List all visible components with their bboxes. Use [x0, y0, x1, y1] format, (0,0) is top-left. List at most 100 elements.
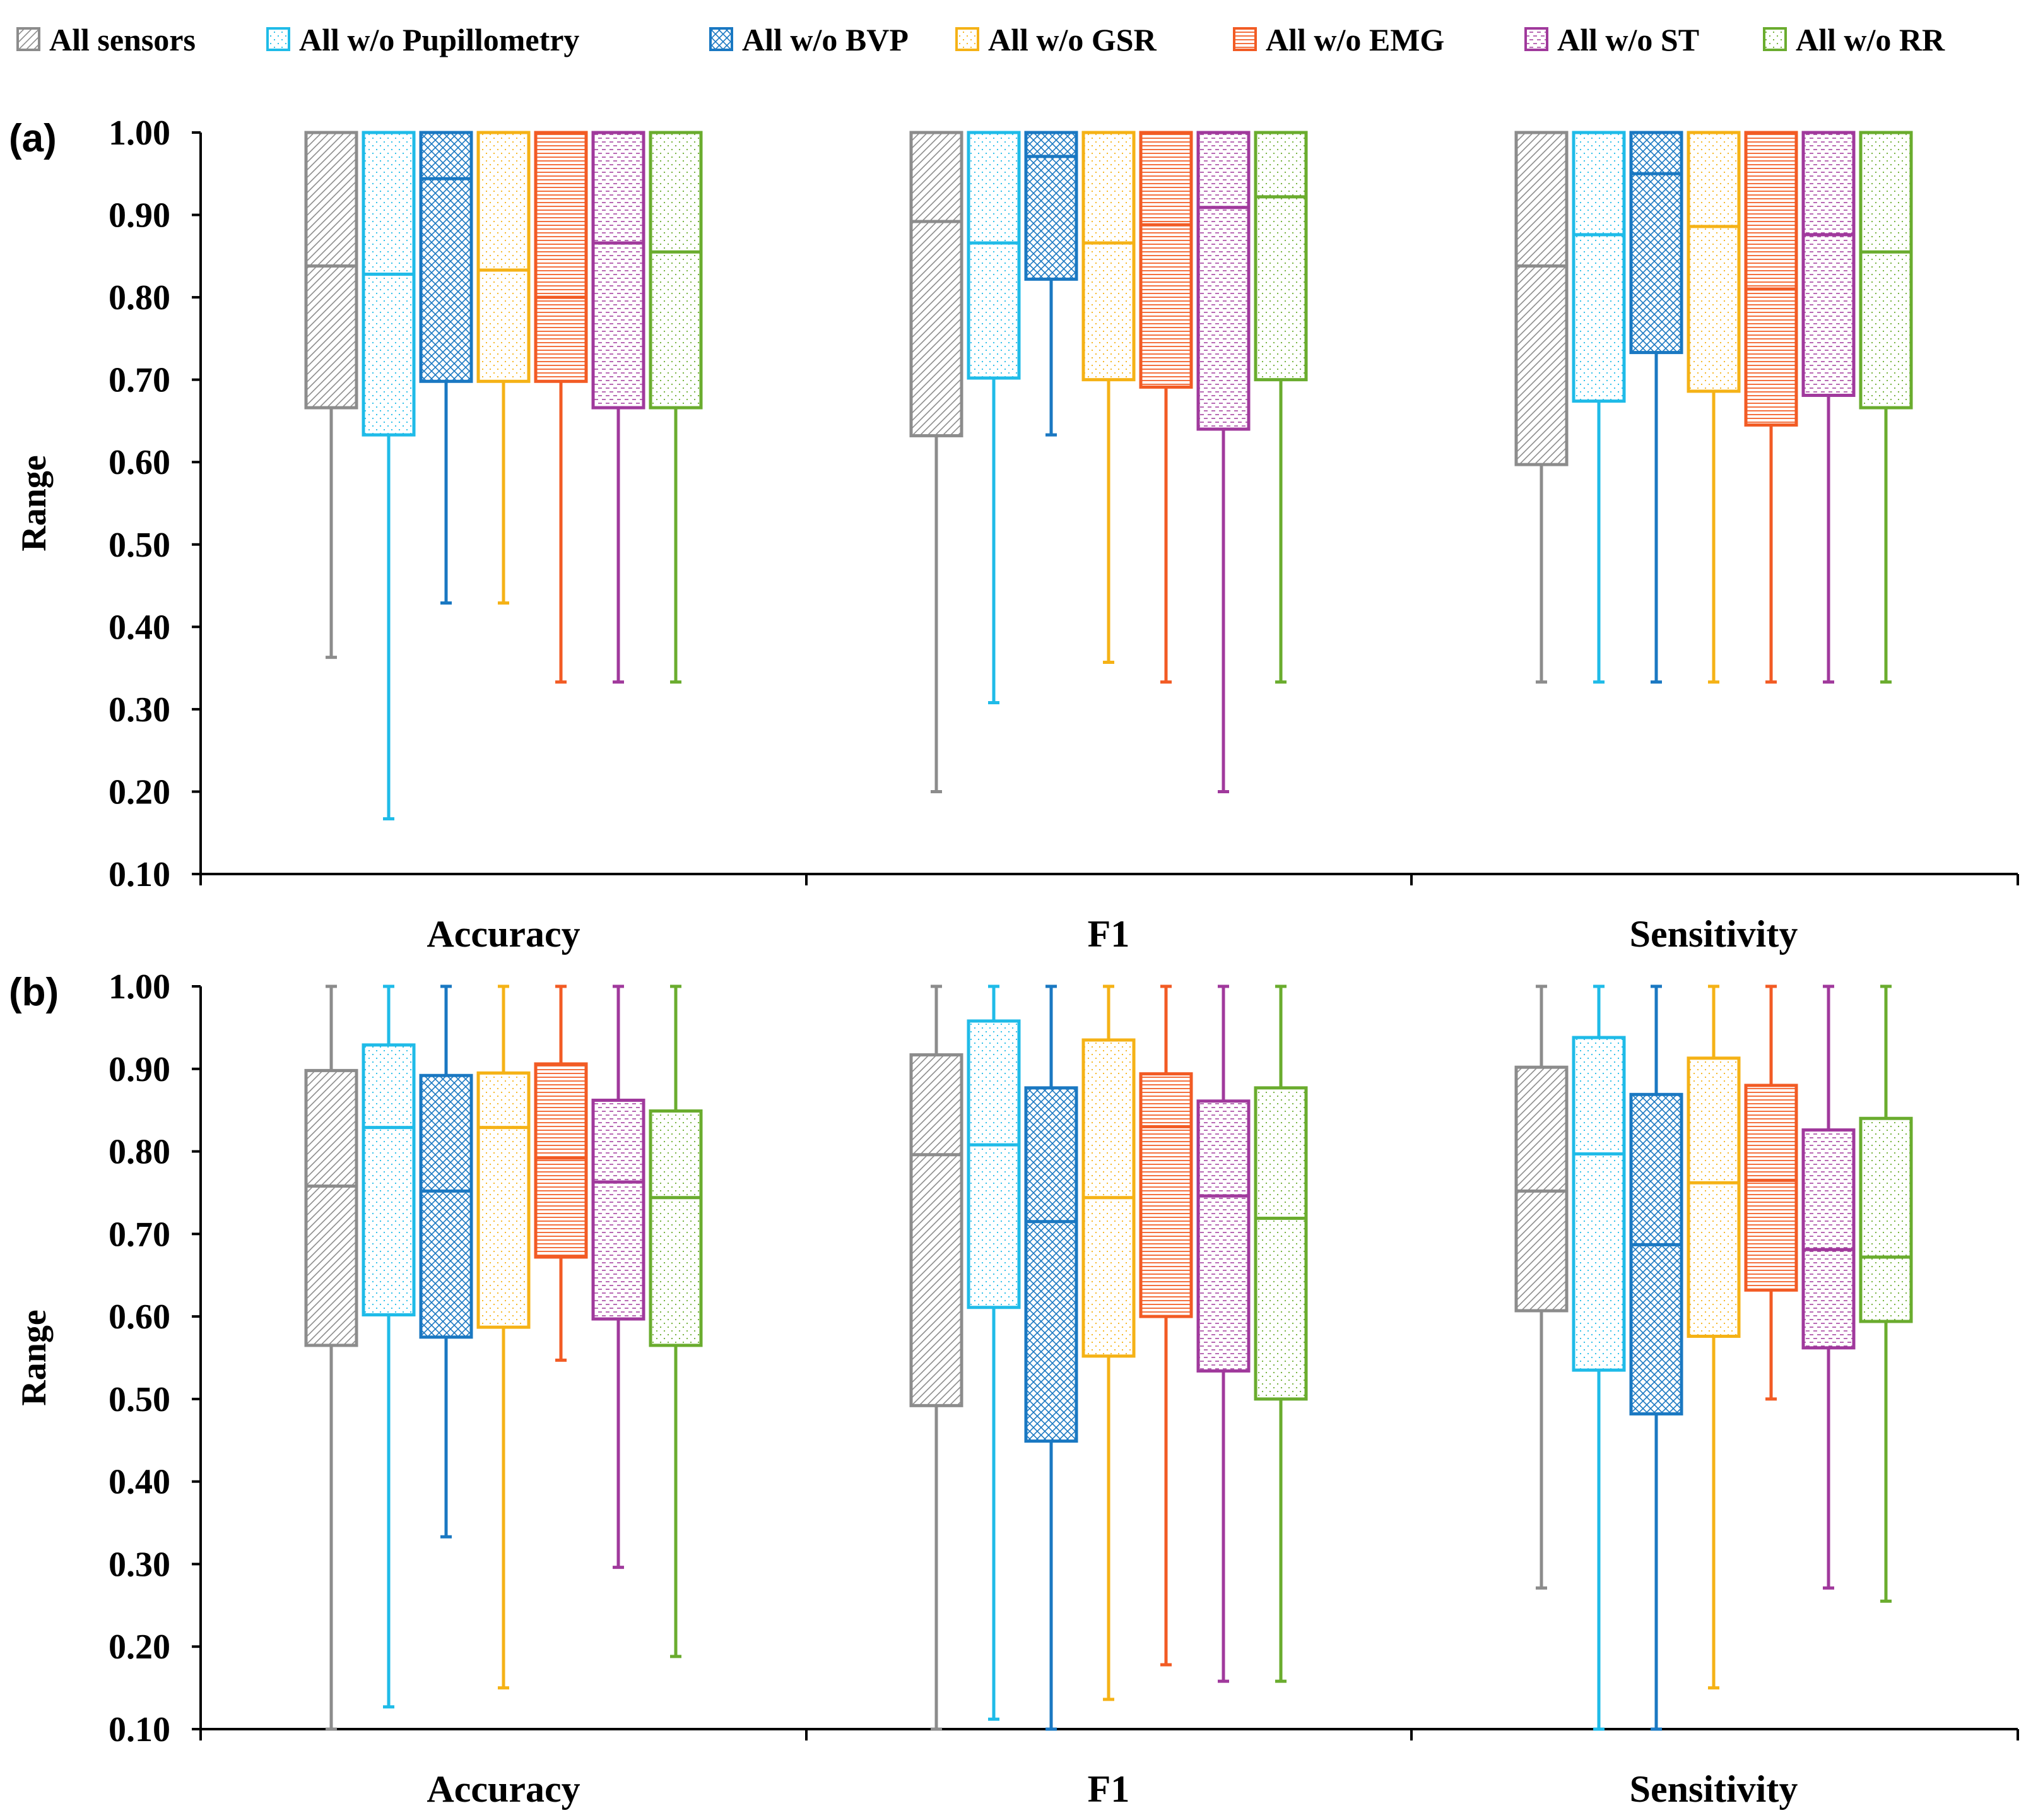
box-all-w-o-st [1801, 131, 1856, 684]
y-tick-label: 0.10 [109, 1710, 170, 1749]
box-body [1744, 1084, 1798, 1292]
box-all-w-o-bvp [1629, 984, 1683, 1731]
box-all-w-o-st [1196, 984, 1251, 1683]
box-all-w-o-pupillometry [362, 131, 416, 821]
legend-label: All w/o RR [1796, 22, 1945, 57]
box-body [1514, 131, 1569, 466]
box-body [304, 131, 358, 410]
box-all-w-o-st [591, 131, 645, 684]
box-body [967, 131, 1021, 380]
box-all-w-o-rr [649, 131, 703, 684]
box-all-w-o-bvp [419, 984, 473, 1539]
legend-item-all-w-o-emg: All w/o EMG [1233, 22, 1444, 57]
legend-swatch [1763, 27, 1787, 51]
box-all-w-o-pupillometry [1572, 131, 1626, 684]
box-body [1139, 131, 1193, 389]
y-tick-label: 0.90 [109, 196, 170, 235]
legend-swatch [709, 27, 733, 51]
box-body [1514, 1065, 1569, 1313]
box-body [1801, 131, 1856, 397]
box-all-w-o-gsr [1081, 984, 1136, 1701]
box-all-w-o-rr [649, 984, 703, 1658]
box-body [649, 131, 703, 410]
box-body [1687, 1056, 1741, 1338]
box-body [1139, 1072, 1193, 1318]
group-f1 [909, 984, 1308, 1731]
panel-label: (a) [9, 117, 57, 160]
box-body [1572, 131, 1626, 403]
legend-item-all-w-o-st: All w/o ST [1524, 22, 1699, 57]
y-tick-label: 0.80 [109, 1133, 170, 1172]
box-body [362, 1043, 416, 1316]
y-tick-label: 0.50 [109, 1380, 170, 1419]
legend-swatch [1233, 27, 1257, 51]
box-body [909, 131, 963, 437]
panel-label: (b) [9, 971, 59, 1014]
box-all-sensors [1514, 131, 1569, 684]
box-all-w-o-gsr [476, 984, 531, 1690]
y-tick-label: 0.30 [109, 1545, 170, 1584]
box-body [1801, 1128, 1856, 1350]
box-all-w-o-emg [1744, 984, 1798, 1401]
y-tick-label: 0.80 [109, 278, 170, 317]
box-body [1744, 131, 1798, 427]
box-body [591, 1098, 645, 1321]
panels: (a) Range 1.00 0.90 0.80 0.70 0.60 0.50 0.40 0.30… [9, 114, 2019, 1810]
box-all-sensors [909, 984, 963, 1731]
box-all-w-o-pupillometry [967, 984, 1021, 1721]
x-tick-label: Sensitivity [1630, 1768, 1798, 1810]
box-body [1859, 131, 1913, 410]
legend-swatch [1524, 27, 1548, 51]
box-body [1254, 131, 1308, 382]
panel-b: (b) Range 1.00 0.90 0.80 0.70 0.60 0.50 0.40 0.30… [9, 967, 2019, 1810]
y-tick-label: 0.60 [109, 1297, 170, 1337]
group-accuracy [304, 131, 703, 821]
box-body [1024, 131, 1078, 281]
box-all-w-o-pupillometry [362, 984, 416, 1709]
box-body [1629, 131, 1683, 355]
box-all-w-o-emg [1744, 131, 1798, 684]
x-tick-label: Accuracy [427, 1768, 580, 1810]
box-body [1687, 131, 1741, 393]
legend-item-all-w-o-pupillometry: All w/o Pupillometry [266, 22, 579, 57]
y-tick-label: 0.40 [109, 608, 170, 647]
box-all-w-o-rr [1254, 984, 1308, 1683]
x-tick-label: F1 [1088, 1768, 1130, 1810]
y-tick-label: 0.70 [109, 361, 170, 400]
box-all-w-o-emg [1139, 131, 1193, 684]
legend-label: All w/o BVP [742, 22, 909, 57]
box-body [476, 131, 531, 383]
box-body [909, 1053, 963, 1407]
legend-item-all-w-o-bvp: All w/o BVP [709, 22, 909, 57]
legend-item-all-sensors: All sensors [16, 22, 196, 57]
y-tick-label: 0.30 [109, 690, 170, 730]
box-body [591, 131, 645, 410]
legend-label: All w/o Pupillometry [299, 22, 579, 57]
legend-label: All w/o ST [1557, 22, 1699, 57]
group-accuracy [304, 984, 703, 1731]
box-body [1254, 1086, 1308, 1401]
box-body [1196, 131, 1251, 431]
box-all-w-o-bvp [419, 131, 473, 605]
legend-item-all-w-o-gsr: All w/o GSR [955, 22, 1157, 57]
y-tick-label: 0.90 [109, 1050, 170, 1089]
x-tick-label: Sensitivity [1630, 913, 1798, 955]
box-all-w-o-rr [1859, 984, 1913, 1603]
group-f1 [909, 131, 1308, 793]
box-all-w-o-gsr [476, 131, 531, 605]
legend-swatch [16, 27, 40, 51]
box-all-w-o-rr [1859, 131, 1913, 684]
y-axis-label: Range [15, 455, 54, 551]
y-tick-label: 0.70 [109, 1215, 170, 1254]
box-body [1572, 1036, 1626, 1372]
y-tick-label: 0.20 [109, 772, 170, 812]
box-all-w-o-bvp [1024, 984, 1078, 1731]
legend-label: All w/o EMG [1266, 22, 1444, 57]
y-tick-label: 0.20 [109, 1628, 170, 1667]
box-body [419, 131, 473, 383]
box-all-w-o-bvp [1629, 131, 1683, 684]
box-body [419, 1073, 473, 1339]
y-tick-label: 0.60 [109, 443, 170, 482]
box-body [1081, 131, 1136, 382]
